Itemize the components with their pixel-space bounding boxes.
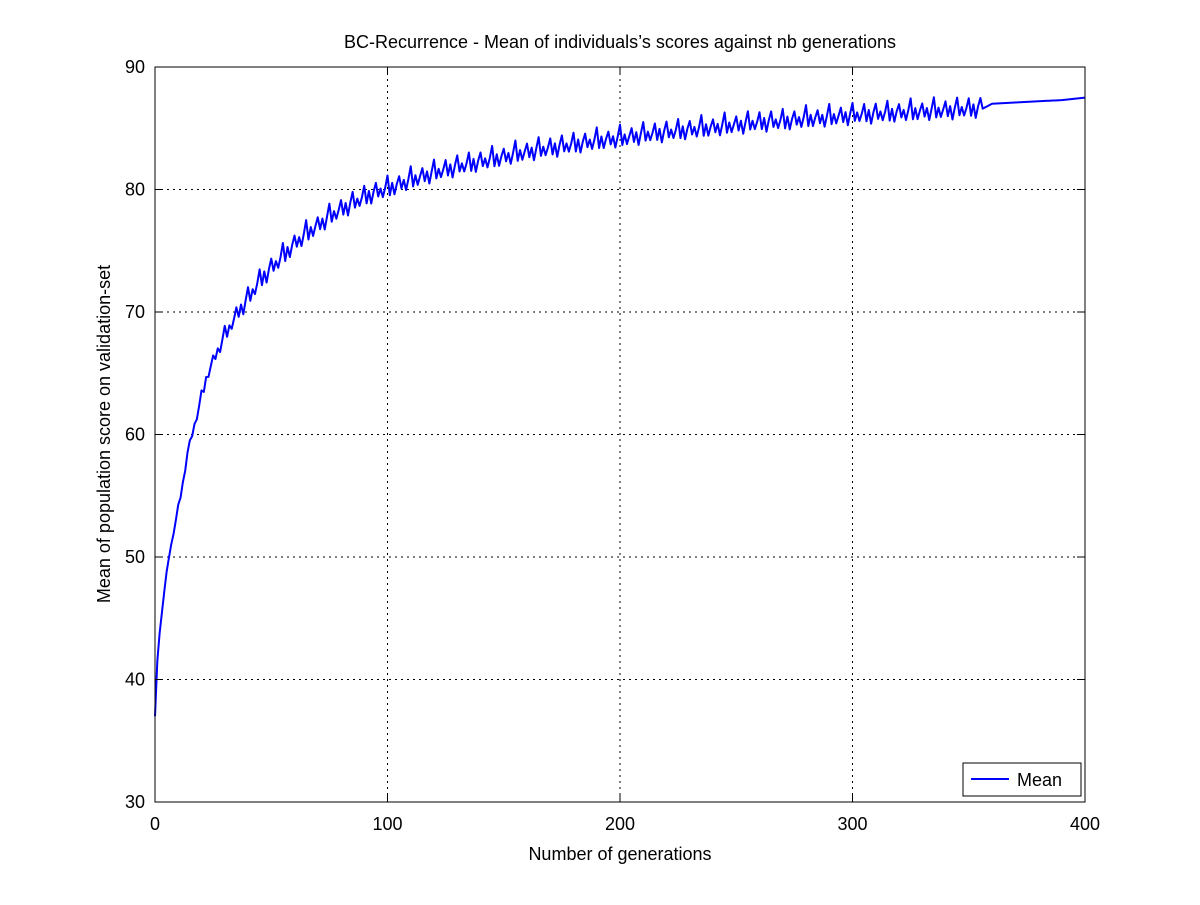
x-tick-label: 0 xyxy=(150,814,160,834)
y-tick-label: 70 xyxy=(125,302,145,322)
y-tick-label: 30 xyxy=(125,792,145,812)
legend: Mean xyxy=(962,762,1082,797)
y-axis-label: Mean of population score on validation-s… xyxy=(94,265,114,603)
y-tick-label: 40 xyxy=(125,670,145,690)
y-tick-label: 90 xyxy=(125,57,145,77)
y-tick-label: 50 xyxy=(125,547,145,567)
series-line-mean xyxy=(154,96,1086,717)
x-tick-label: 300 xyxy=(837,814,867,834)
x-tick-label: 100 xyxy=(372,814,402,834)
x-tick-label: 400 xyxy=(1070,814,1100,834)
x-axis-label: Number of generations xyxy=(528,844,711,864)
x-tick-label: 200 xyxy=(605,814,635,834)
legend-label-mean: Mean xyxy=(1017,770,1062,790)
chart-title: BC-Recurrence - Mean of individuals’s sc… xyxy=(344,32,896,52)
y-tick-label: 80 xyxy=(125,180,145,200)
y-tick-label: 60 xyxy=(125,425,145,445)
